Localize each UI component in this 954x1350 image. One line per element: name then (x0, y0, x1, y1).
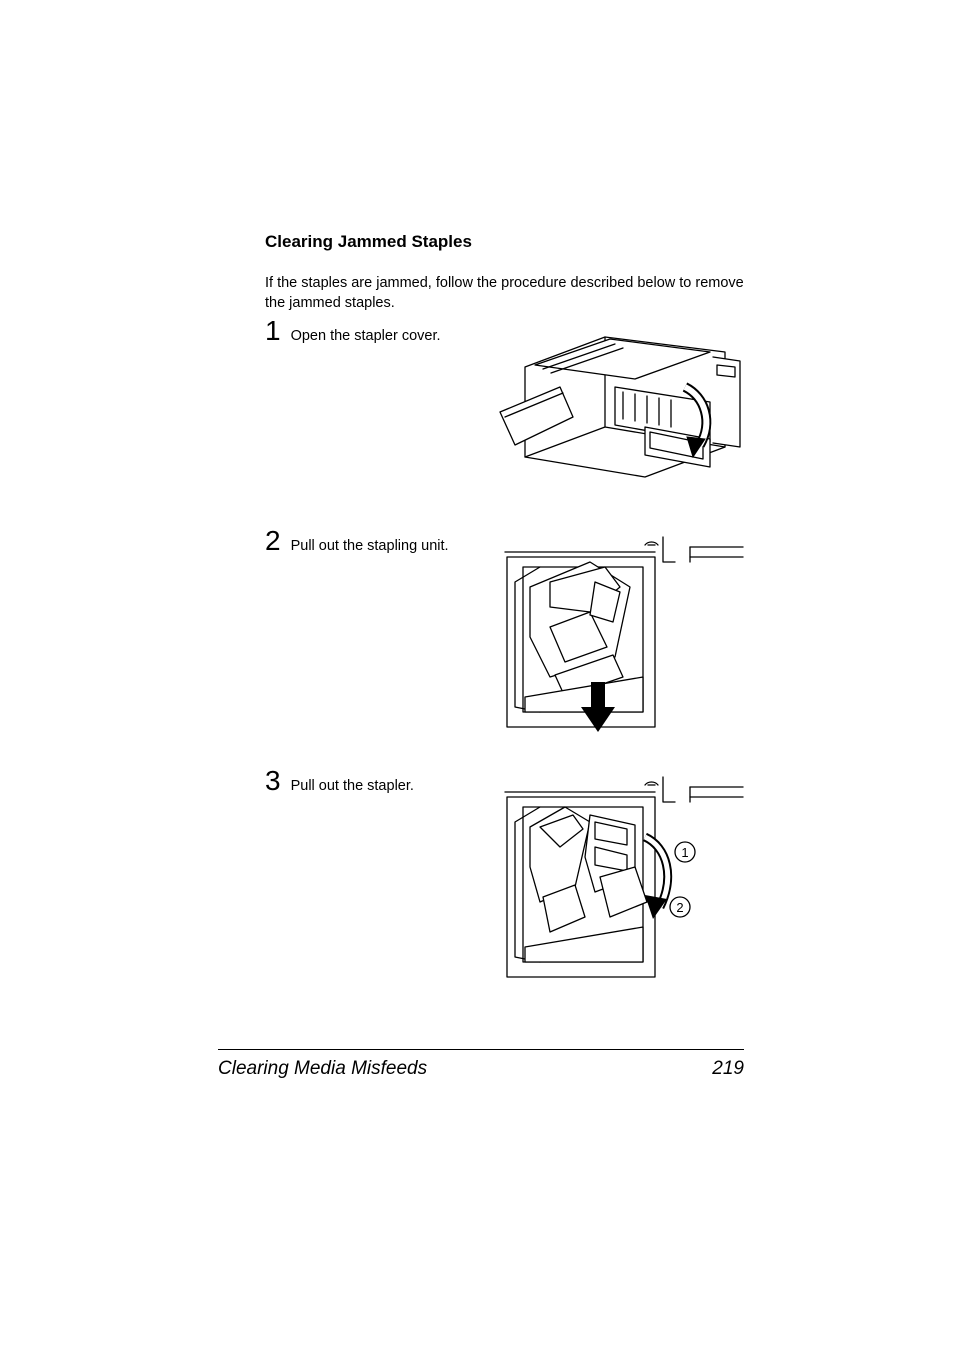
step-3-block: 3 Pull out the stapler. (265, 767, 744, 997)
manual-page: Clearing Jammed Staples If the staples a… (0, 0, 954, 1350)
callout-1-icon: 1 (675, 842, 695, 862)
page-footer: Clearing Media Misfeeds 219 (218, 1058, 744, 1080)
step-1-number: 1 (265, 317, 281, 345)
footer-rule (218, 1049, 744, 1050)
step-1: 1 Open the stapler cover. (265, 317, 495, 346)
step-3-text: Pull out the stapler. (291, 771, 414, 796)
svg-text:1: 1 (681, 845, 688, 860)
callout-2-icon: 2 (670, 897, 690, 917)
figure-3-pull-stapler: 1 2 (495, 767, 745, 997)
footer-page-number: 219 (712, 1058, 744, 1080)
intro-paragraph: If the staples are jammed, follow the pr… (265, 274, 744, 313)
step-3: 3 Pull out the stapler. (265, 767, 495, 796)
step-2: 2 Pull out the stapling unit. (265, 527, 495, 556)
figure-1-printer-open-cover (495, 317, 745, 497)
svg-text:2: 2 (676, 900, 683, 915)
figure-2-pull-stapling-unit (495, 527, 745, 747)
step-1-block: 1 Open the stapler cover. (265, 317, 744, 497)
section-heading: Clearing Jammed Staples (265, 232, 744, 252)
step-2-number: 2 (265, 527, 281, 555)
step-1-text: Open the stapler cover. (291, 321, 441, 346)
footer-chapter: Clearing Media Misfeeds (218, 1058, 427, 1080)
step-2-text: Pull out the stapling unit. (291, 531, 449, 556)
step-3-number: 3 (265, 767, 281, 795)
step-2-block: 2 Pull out the stapling unit. (265, 527, 744, 747)
